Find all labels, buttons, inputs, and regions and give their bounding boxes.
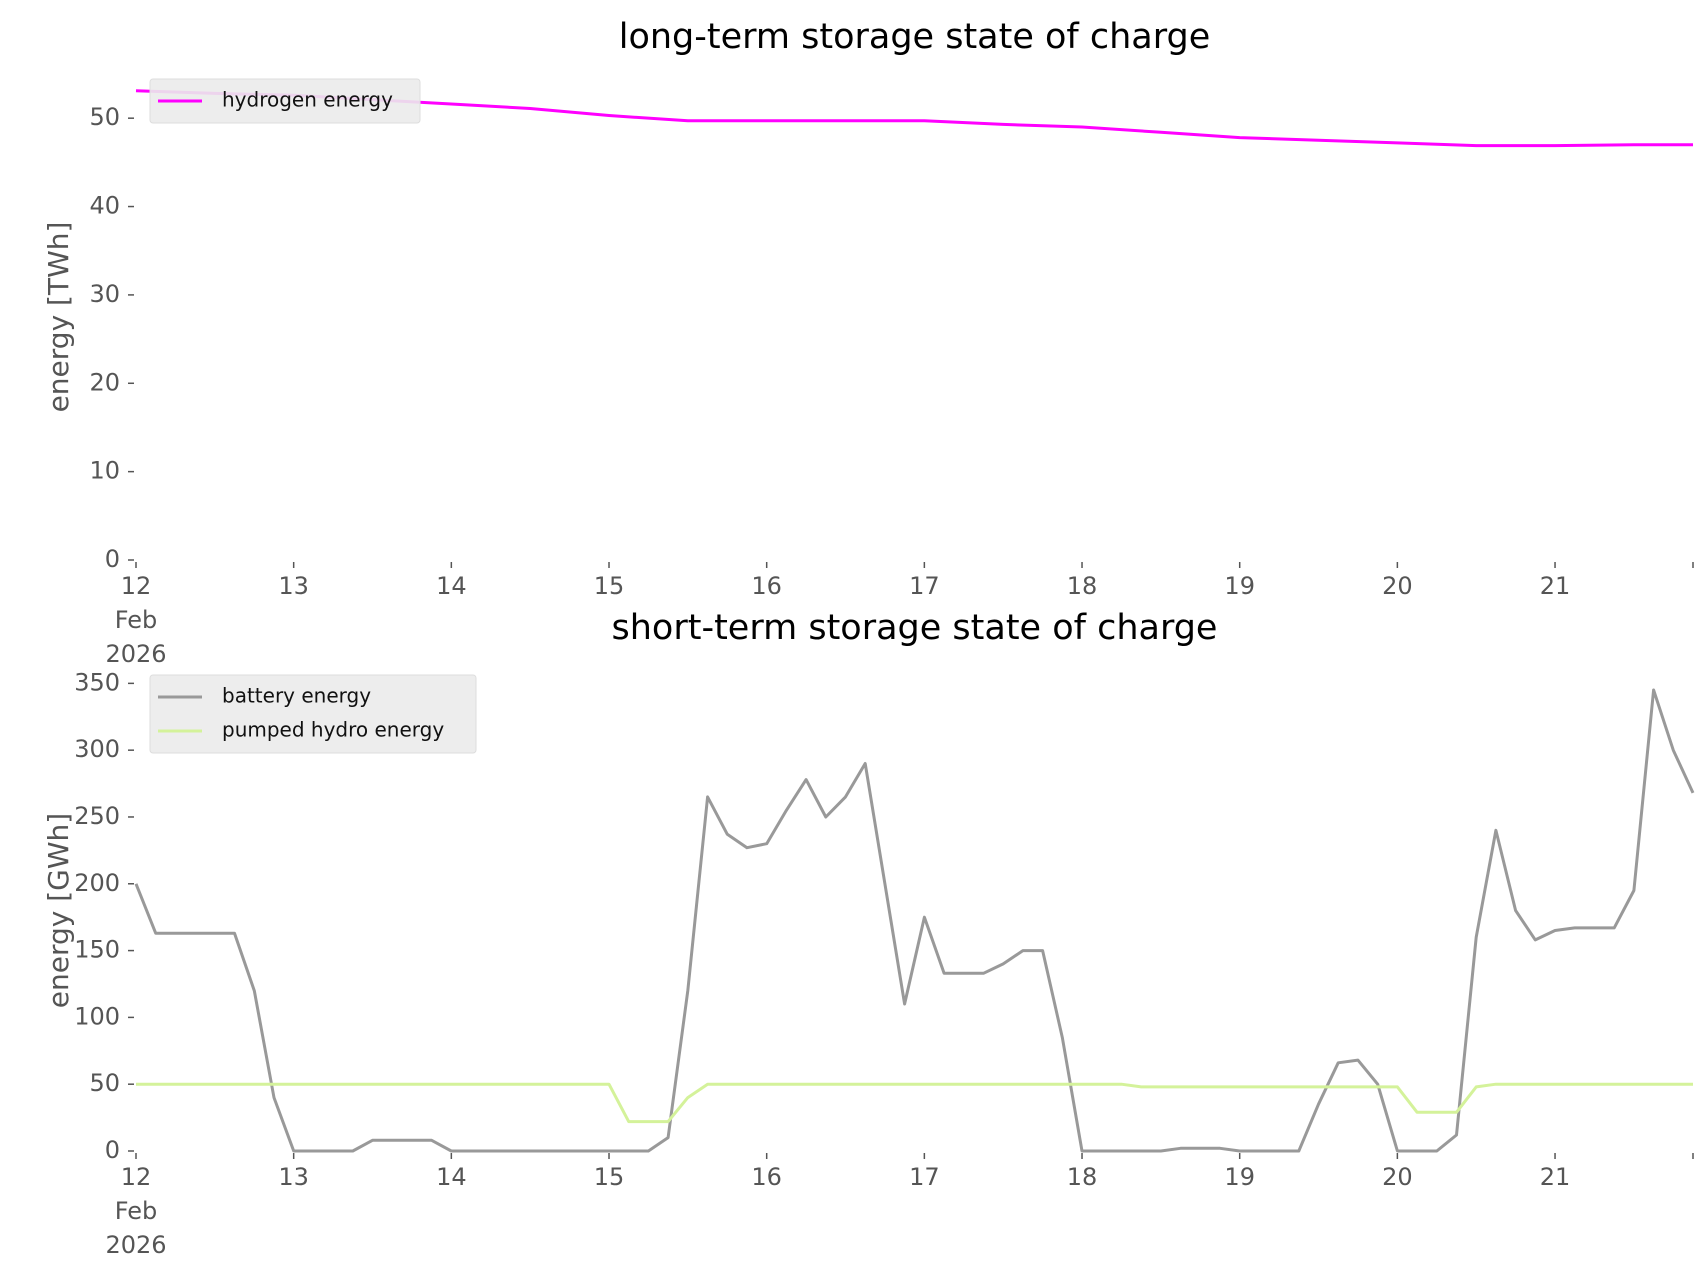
x-tick-label: 17 <box>909 572 940 600</box>
series-line <box>136 1082 1693 1124</box>
legend-label: pumped hydro energy <box>222 718 444 742</box>
legend: battery energy pumped hydro energy <box>149 674 477 754</box>
x-tick-label: 15 <box>594 572 625 600</box>
x-tick-label: 18 <box>1067 1163 1098 1191</box>
legend-label: battery energy <box>222 684 371 708</box>
x-tick-label: 12 Feb 2026 <box>105 572 166 668</box>
x-tick-label: 19 <box>1224 1163 1255 1191</box>
y-axis-label: energy [GWh] <box>42 813 75 1008</box>
y-tick-label: 150 <box>74 936 120 964</box>
y-axis-label: energy [TWh] <box>42 222 75 413</box>
y-tick-label: 30 <box>89 280 120 308</box>
y-tick-label: 50 <box>89 1069 120 1097</box>
x-tick-label: 20 <box>1382 1163 1413 1191</box>
x-tick-label: 17 <box>909 1163 940 1191</box>
x-tick-label: 15 <box>594 1163 625 1191</box>
x-tick-label: 13 <box>278 1163 309 1191</box>
series-line <box>134 688 1695 1153</box>
y-tick-label: 200 <box>74 869 120 897</box>
y-tick-label: 40 <box>89 192 120 220</box>
chart-title: short-term storage state of charge <box>612 608 1218 648</box>
x-tick-label: 21 <box>1540 572 1571 600</box>
y-tick-label: 10 <box>89 457 120 485</box>
x-tick-label: 14 <box>436 572 467 600</box>
x-tick-label: 16 <box>751 572 782 600</box>
x-tick-label: 13 <box>278 572 309 600</box>
x-tick-label: 14 <box>436 1163 467 1191</box>
x-tick-label: 21 <box>1540 1163 1571 1191</box>
chart-title: long-term storage state of charge <box>619 17 1211 57</box>
y-tick-label: 50 <box>89 103 120 131</box>
legend-box <box>149 674 477 754</box>
y-tick-label: 0 <box>105 545 120 573</box>
x-tick-label: 18 <box>1067 572 1098 600</box>
y-tick-label: 250 <box>74 802 120 830</box>
legend-label: hydrogen energy <box>222 88 393 112</box>
legend: hydrogen energy <box>149 78 421 124</box>
y-tick-label: 20 <box>89 368 120 396</box>
y-tick-label: 100 <box>74 1002 120 1030</box>
x-tick-label: 12 Feb 2026 <box>105 1163 166 1259</box>
x-tick-label: 16 <box>751 1163 782 1191</box>
x-tick-label: 20 <box>1382 572 1413 600</box>
y-tick-label: 300 <box>74 735 120 763</box>
y-tick-label: 350 <box>74 668 120 696</box>
legend-box <box>149 78 421 124</box>
x-tick-label: 19 <box>1224 572 1255 600</box>
y-tick-label: 0 <box>105 1136 120 1164</box>
